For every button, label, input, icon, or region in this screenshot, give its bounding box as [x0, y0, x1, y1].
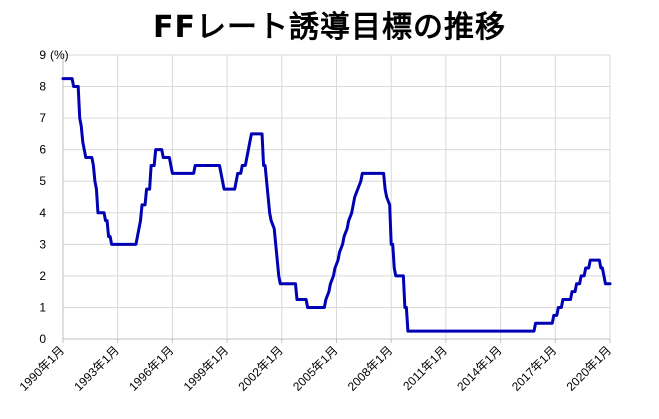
x-tick-label: 1999年1月 [181, 343, 231, 393]
y-tick-label: 6 [39, 143, 46, 157]
y-axis-unit-label: (%) [50, 48, 69, 62]
x-tick-label: 2014年1月 [454, 343, 504, 393]
x-tick-label: 2017年1月 [509, 343, 559, 393]
axis-layer [62, 55, 611, 343]
y-tick-label: 7 [39, 111, 46, 125]
ff-rate-target-line [61, 77, 612, 333]
series-layer [61, 77, 612, 333]
x-tick-label: 2020年1月 [564, 343, 614, 393]
y-tick-label: 9 [39, 48, 46, 62]
y-tick-label: 0 [39, 332, 46, 346]
y-tick-label: 1 [39, 300, 46, 314]
x-tick-label: 2005年1月 [290, 343, 340, 393]
y-tick-label: 2 [39, 269, 46, 283]
x-tick-label: 1996年1月 [126, 343, 176, 393]
x-tick-label: 2008年1月 [345, 343, 395, 393]
chart-title: FFレート誘導目標の推移 [153, 10, 506, 45]
y-tick-label: 5 [39, 174, 46, 188]
x-tick-label: 2011年1月 [400, 343, 450, 393]
y-tick-label: 3 [39, 237, 46, 251]
x-tick-label: 2002年1月 [235, 343, 285, 393]
x-tick-label: 1993年1月 [71, 343, 121, 393]
y-tick-label: 8 [39, 80, 46, 94]
x-tick-label: 1990年1月 [17, 343, 67, 393]
y-tick-label: 4 [39, 206, 46, 220]
